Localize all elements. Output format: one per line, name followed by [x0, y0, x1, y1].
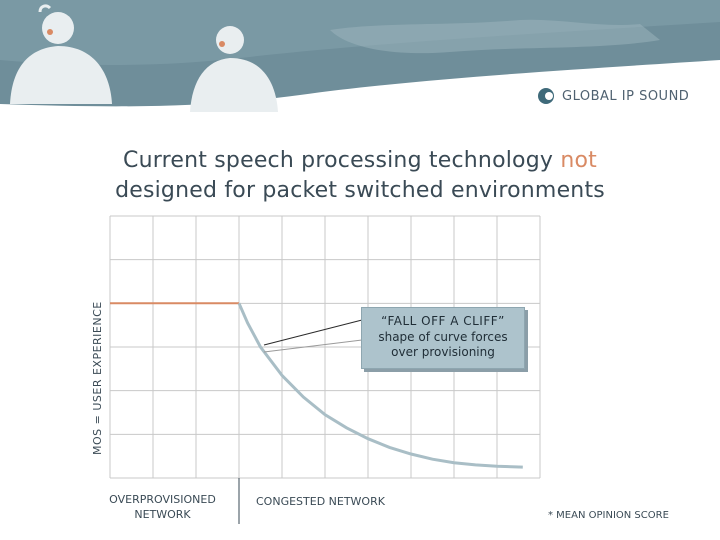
operator-silhouette-left: [10, 4, 112, 104]
operator-silhouette-right: [190, 26, 278, 112]
title-accent: not: [560, 148, 597, 173]
y-axis-label: MOS = USER EXPERIENCE: [91, 301, 104, 455]
header-banner: [0, 0, 720, 120]
x-category-congested: CONGESTED NETWORK: [256, 494, 406, 509]
callout-line-1: shape of curve forces: [378, 330, 508, 344]
x-category-label: CONGESTED NETWORK: [256, 495, 385, 508]
callout-leader-line-2: [263, 339, 363, 353]
footnote: * MEAN OPINION SCORE: [548, 510, 669, 521]
callout-leader-line-1: [263, 319, 363, 346]
brand-name: GLOBAL IP SOUND: [562, 89, 690, 104]
callout-line-2: over provisioning: [391, 345, 495, 359]
global-ip-sound-logo-icon: [538, 88, 554, 104]
x-category-label: NETWORK: [134, 508, 191, 521]
slide-title: Current speech processing technology not…: [0, 146, 720, 206]
fall-off-cliff-callout: “FALL OFF A CLIFF” shape of curve forces…: [361, 307, 525, 369]
x-category-label: OVERPROVISIONED: [109, 493, 216, 506]
callout-title: “FALL OFF A CLIFF”: [381, 314, 505, 328]
title-part-2: designed for packet switched environment…: [115, 178, 605, 203]
series-line-congested: [237, 302, 523, 469]
title-part-1: Current speech processing technology: [123, 148, 554, 173]
x-category-overprovisioned: OVERPROVISIONED NETWORK: [100, 492, 225, 522]
